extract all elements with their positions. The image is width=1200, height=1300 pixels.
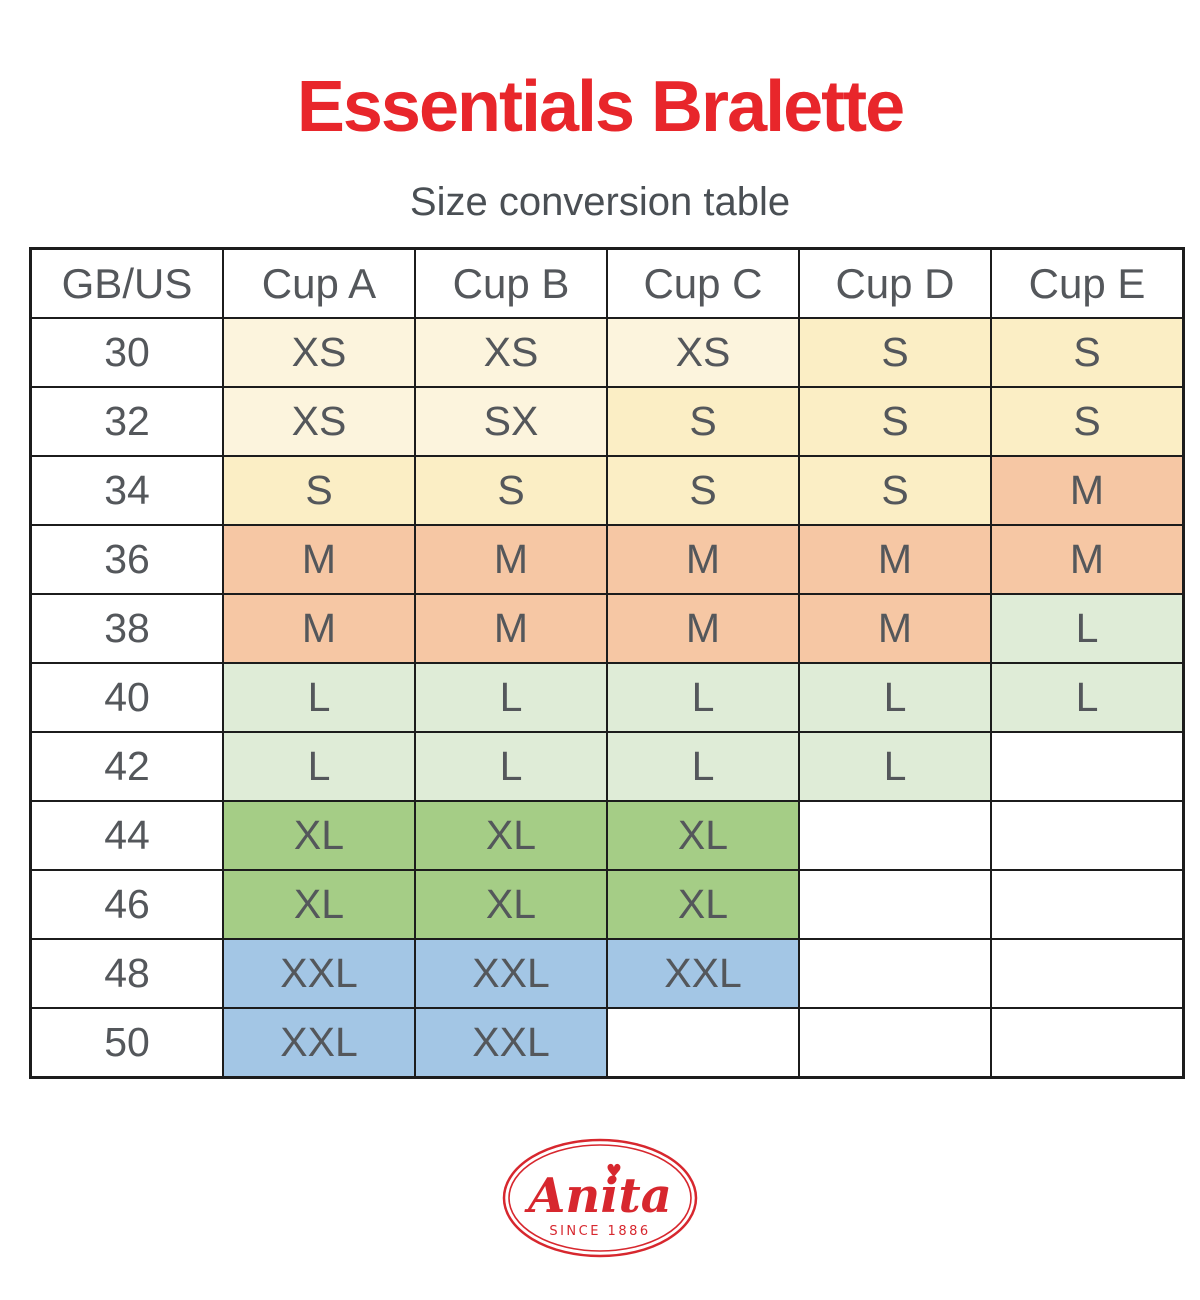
size-cell: XS — [222, 386, 416, 457]
header-cell-cup-b: Cup B — [414, 247, 608, 319]
size-cell: XXL — [222, 938, 416, 1009]
header-cell-cup-a: Cup A — [222, 247, 416, 319]
size-cell: L — [798, 662, 992, 733]
size-cell: M — [606, 593, 800, 664]
table-row: 38 M M M M L — [29, 593, 1185, 664]
size-cell — [798, 800, 992, 871]
size-cell: M — [414, 593, 608, 664]
size-cell — [990, 938, 1185, 1009]
size-cell — [990, 1007, 1185, 1079]
size-cell: M — [990, 455, 1185, 526]
size-cell: L — [990, 593, 1185, 664]
header-cell-cup-c: Cup C — [606, 247, 800, 319]
heart-icon: ♥ — [606, 1161, 622, 1182]
size-cell — [798, 938, 992, 1009]
anita-logo-svg: Anita ♥ SINCE 1886 — [502, 1138, 698, 1258]
size-cell: M — [222, 593, 416, 664]
table-subtitle: Size conversion table — [409, 180, 791, 224]
band-size-cell: 40 — [29, 662, 224, 733]
size-cell: M — [414, 524, 608, 595]
band-size-cell: 38 — [29, 593, 224, 664]
size-cell — [990, 731, 1185, 802]
logo-tagline: SINCE 1886 — [549, 1224, 650, 1239]
size-cell: XXL — [414, 938, 608, 1009]
header-row: GB/US Cup A Cup B Cup C Cup D Cup E — [29, 247, 1185, 319]
logo-oval-inner-icon — [508, 1144, 692, 1252]
size-cell: M — [990, 524, 1185, 595]
size-cell: XL — [606, 869, 800, 940]
size-cell: XS — [606, 317, 800, 388]
size-cell: S — [606, 386, 800, 457]
size-cell: S — [222, 455, 416, 526]
size-cell: S — [414, 455, 608, 526]
table-row: 34 S S S S M — [29, 455, 1185, 526]
size-cell: L — [414, 662, 608, 733]
size-cell: XXL — [222, 1007, 416, 1079]
table-row: 36 M M M M M — [29, 524, 1185, 595]
size-cell: XL — [414, 869, 608, 940]
table-row: 48 XXL XXL XXL — [29, 938, 1185, 1009]
size-cell: S — [798, 317, 992, 388]
size-cell: S — [606, 455, 800, 526]
header-cell-gbus: GB/US — [29, 247, 224, 319]
logo-oval-outer-icon — [502, 1138, 698, 1258]
size-cell: XL — [606, 800, 800, 871]
table-row: 42 L L L L — [29, 731, 1185, 802]
table-row: 44 XL XL XL — [29, 800, 1185, 871]
band-size-cell: 34 — [29, 455, 224, 526]
size-cell: S — [990, 317, 1185, 388]
size-cell: L — [222, 662, 416, 733]
size-cell — [990, 800, 1185, 871]
size-cell: XS — [222, 317, 416, 388]
table-row: 40 L L L L L — [29, 662, 1185, 733]
size-cell: L — [990, 662, 1185, 733]
band-size-cell: 32 — [29, 386, 224, 457]
size-cell: SX — [414, 386, 608, 457]
header-cell-cup-e: Cup E — [990, 247, 1185, 319]
size-cell — [606, 1007, 800, 1079]
size-cell: S — [798, 455, 992, 526]
anita-logo: Anita ♥ SINCE 1886 — [500, 1136, 700, 1265]
table-row: 46 XL XL XL — [29, 869, 1185, 940]
size-cell: XL — [222, 800, 416, 871]
size-cell: XL — [414, 800, 608, 871]
table-row: 30 XS XS XS S S — [29, 317, 1185, 388]
header-cell-cup-d: Cup D — [798, 247, 992, 319]
size-cell: L — [414, 731, 608, 802]
band-size-cell: 36 — [29, 524, 224, 595]
logo-brand-text: Anita — [524, 1168, 672, 1224]
size-cell: S — [990, 386, 1185, 457]
size-cell: XS — [414, 317, 608, 388]
size-table-body: 30 XS XS XS S S 32 XS SX S S S 34 S S S S M 36 M M M M M 38 M M M M L… — [29, 317, 1185, 1079]
band-size-cell: 48 — [29, 938, 224, 1009]
size-cell: L — [798, 731, 992, 802]
size-cell: S — [798, 386, 992, 457]
size-cell: M — [798, 524, 992, 595]
band-size-cell: 42 — [29, 731, 224, 802]
band-size-cell: 50 — [29, 1007, 224, 1079]
band-size-cell: 46 — [29, 869, 224, 940]
size-conversion-table: GB/US Cup A Cup B Cup C Cup D Cup E 30 XS… — [29, 247, 1185, 1079]
size-cell: XXL — [606, 938, 800, 1009]
size-cell: M — [798, 593, 992, 664]
band-size-cell: 30 — [29, 317, 224, 388]
size-cell — [990, 869, 1185, 940]
size-cell: XXL — [414, 1007, 608, 1079]
size-cell: L — [606, 662, 800, 733]
size-cell: M — [606, 524, 800, 595]
size-cell — [798, 1007, 992, 1079]
band-size-cell: 44 — [29, 800, 224, 871]
table-row: 32 XS SX S S S — [29, 386, 1185, 457]
size-cell — [798, 869, 992, 940]
size-cell: XL — [222, 869, 416, 940]
size-cell: L — [222, 731, 416, 802]
size-cell: M — [222, 524, 416, 595]
page-title: Essentials Bralette — [296, 67, 905, 147]
table-row: 50 XXL XXL — [29, 1007, 1185, 1079]
size-cell: L — [606, 731, 800, 802]
